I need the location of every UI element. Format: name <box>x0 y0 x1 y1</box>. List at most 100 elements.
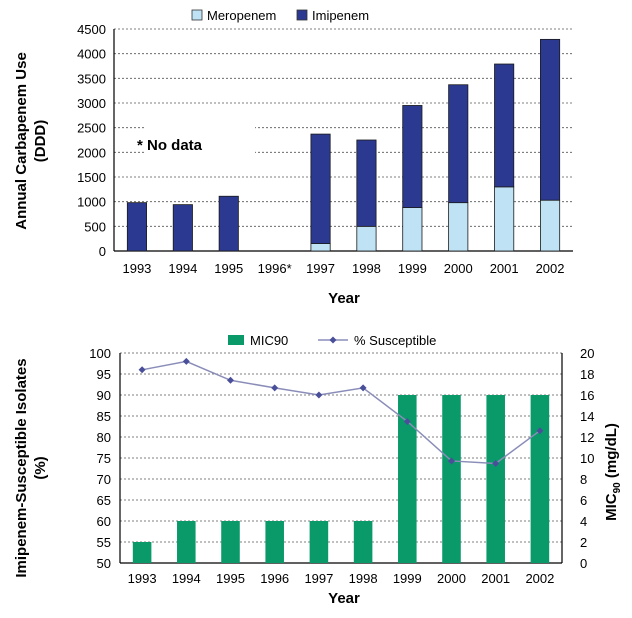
bar-imipenem-1995 <box>218 195 239 252</box>
bar-imipenem-2001 <box>494 63 515 188</box>
chart1-x-tick-label: 2002 <box>536 261 565 276</box>
legend-swatch-meropenem <box>191 9 203 21</box>
chart2-x-tick-label: 2002 <box>525 571 554 586</box>
bar-imipenem-2002 <box>540 38 561 201</box>
chart2-left-y-tick-label: 75 <box>97 451 111 466</box>
right-axis-title-sub: 90 <box>612 482 623 494</box>
susceptible-point-1998 <box>359 384 367 392</box>
chart2-left-y-tick-label: 90 <box>97 388 111 403</box>
bar-meropenem-1997 <box>310 243 331 252</box>
susceptible-point-1999 <box>403 417 411 425</box>
chart1-y-tick-label: 1500 <box>77 170 106 185</box>
chart1-x-tick-labels: 1993 1994 1995 1996* 1997 1998 1999 2000 2001 200… <box>122 261 564 276</box>
susceptible-point-2001 <box>492 459 500 467</box>
chart2-x-tick-label: 1999 <box>393 571 422 586</box>
chart2-left-y-tick-labels: 50 55 60 65 70 75 80 85 90 95 100 <box>89 346 111 571</box>
bar-meropenem-2002 <box>540 199 561 252</box>
chart1-y-axis-title-line2: (DDD) <box>32 120 49 163</box>
bar-mic90-2002 <box>530 395 550 563</box>
chart2-right-y-axis-title-text: MIC90 (mg/dL) <box>603 423 623 521</box>
bar-imipenem-1999 <box>402 105 423 208</box>
chart1-x-tick-label: 2000 <box>444 261 473 276</box>
legend-label-meropenem: Meropenem <box>207 8 276 23</box>
chart1-x-tick-label: 1999 <box>398 261 427 276</box>
chart2-left-y-tick-label: 100 <box>89 346 111 361</box>
legend-marker-susceptible <box>329 336 337 344</box>
chart1-y-axis-title: Annual Carbapenem Use (DDD) <box>13 52 49 230</box>
chart1-x-tick-label: 1996* <box>258 261 292 276</box>
right-axis-title-unit: (mg/dL) <box>603 423 620 482</box>
susceptible-point-1993 <box>138 366 146 374</box>
chart1-y-tick-label: 0 <box>99 244 106 259</box>
chart1-x-tick-label: 1994 <box>168 261 197 276</box>
susceptible-point-1995 <box>227 376 234 384</box>
bar-imipenem-1997 <box>310 133 331 244</box>
chart2-right-y-tick-label: 12 <box>580 430 594 445</box>
chart2-x-tick-label: 1998 <box>349 571 378 586</box>
chart1-bars <box>126 38 561 252</box>
susceptible-point-1994 <box>182 357 190 365</box>
susceptible-point-1996 <box>271 384 279 392</box>
bar-mic90-1998 <box>353 521 373 563</box>
chart1-no-data-note: * No data <box>137 137 203 154</box>
legend-swatch-mic90 <box>228 335 244 345</box>
chart2-x-tick-label: 1993 <box>128 571 157 586</box>
chart1-y-tick-label: 4000 <box>77 47 106 62</box>
chart2-right-y-tick-label: 14 <box>580 409 594 424</box>
chart2-x-tick-labels: 1993 1994 1995 1996 1997 1998 1999 2000 2001 2002 <box>128 571 555 586</box>
chart1-x-tick-label: 1993 <box>122 261 151 276</box>
chart1-y-tick-labels: 0 500 1000 1500 2000 2500 3000 3500 4000 4500 <box>77 22 106 259</box>
chart2-bars <box>132 395 550 563</box>
chart1-y-tick-label: 3500 <box>77 71 106 86</box>
chart2-right-y-tick-label: 8 <box>580 472 587 487</box>
susceptible-point-1997 <box>315 391 323 399</box>
chart1-y-tick-label: 2500 <box>77 121 106 136</box>
chart1-x-tick-label: 1995 <box>214 261 243 276</box>
chart2-x-tick-label: 1997 <box>304 571 333 586</box>
chart2-y-axis-title-line1: Imipenem-Susceptible Isolates <box>13 358 30 577</box>
chart2-right-y-tick-label: 10 <box>580 451 594 466</box>
chart1-y-tick-label: 4500 <box>77 22 106 37</box>
susceptible-point-2002 <box>536 427 544 435</box>
chart2-right-y-axis-title: MIC90 (mg/dL) <box>603 423 623 521</box>
chart1-y-axis-title-line1: Annual Carbapenem Use <box>13 52 30 230</box>
chart2-x-tick-label: 1994 <box>172 571 201 586</box>
chart2-left-y-tick-label: 65 <box>97 493 111 508</box>
chart1-x-axis-title: Year <box>328 290 360 307</box>
chart2-left-y-tick-label: 70 <box>97 472 111 487</box>
bar-imipenem-1998 <box>356 139 377 227</box>
bar-mic90-1996 <box>265 521 284 563</box>
bar-mic90-1995 <box>221 521 240 563</box>
legend-label-susceptible: % Susceptible <box>354 333 436 348</box>
bar-meropenem-2000 <box>448 202 469 252</box>
chart2-y-axis-title: Imipenem-Susceptible Isolates (%) <box>13 358 49 577</box>
chart2-right-y-tick-label: 6 <box>580 493 587 508</box>
bar-mic90-2001 <box>486 395 505 563</box>
chart2-x-tick-label: 2000 <box>437 571 466 586</box>
chart2-right-y-tick-label: 18 <box>580 367 594 382</box>
chart2-right-y-tick-label: 20 <box>580 346 594 361</box>
chart2-left-y-tick-label: 55 <box>97 535 111 550</box>
bar-imipenem-2000 <box>448 84 469 204</box>
chart1-x-tick-label: 1997 <box>306 261 335 276</box>
chart2-right-y-tick-labels: 0 2 4 6 8 10 12 14 16 18 20 <box>580 346 594 571</box>
chart1-y-tick-label: 500 <box>84 219 106 234</box>
chart2-x-tick-label: 1996 <box>260 571 289 586</box>
chart1-legend: Meropenem Imipenem <box>191 8 369 23</box>
chart2-susceptible-line <box>138 357 544 467</box>
chart1-x-tick-label: 2001 <box>490 261 519 276</box>
legend-label-mic90: MIC90 <box>250 333 288 348</box>
chart2-x-tick-label: 2001 <box>481 571 510 586</box>
chart1-y-tick-label: 2000 <box>77 145 106 160</box>
chart1-y-tick-label: 3000 <box>77 96 106 111</box>
chart2-left-y-tick-label: 95 <box>97 367 111 382</box>
chart2-left-y-tick-label: 50 <box>97 556 111 571</box>
bar-mic90-1999 <box>398 395 417 563</box>
right-axis-title-mic: MIC <box>603 493 620 521</box>
chart2-x-axis-title: Year <box>328 590 360 607</box>
susceptible-point-2000 <box>448 457 455 465</box>
chart1-note-background <box>145 124 255 154</box>
bar-mic90-1997 <box>309 521 329 563</box>
chart2-left-y-tick-label: 85 <box>97 409 111 424</box>
